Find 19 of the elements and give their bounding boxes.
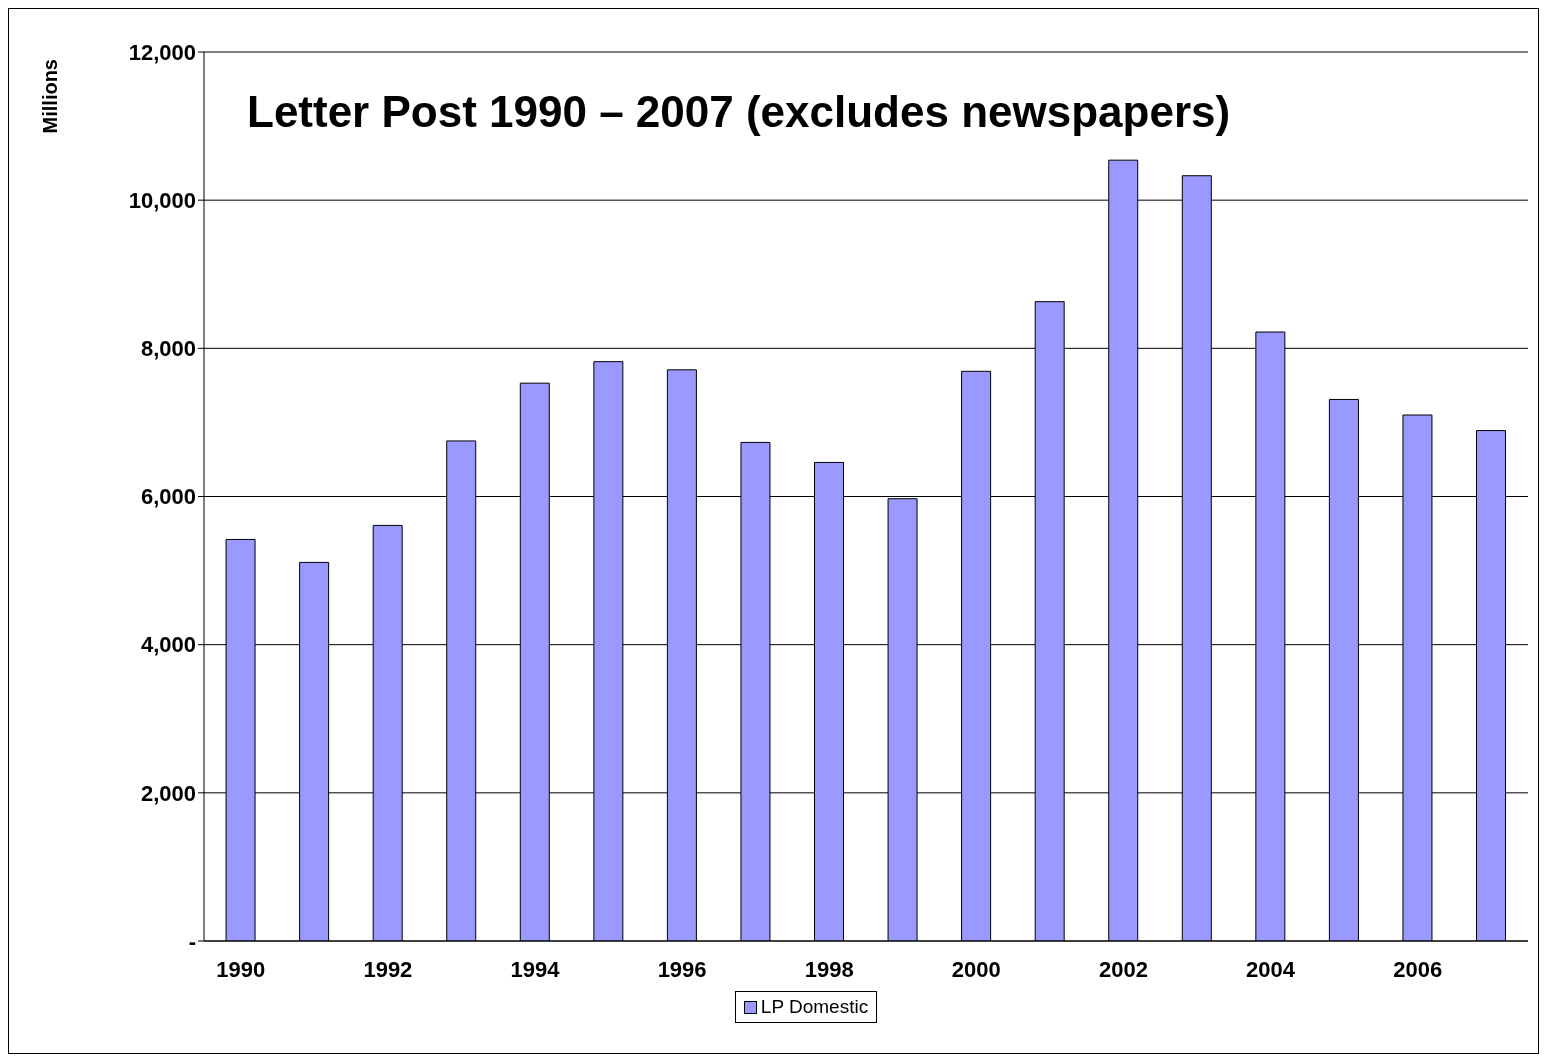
x-tick-label: 2002 <box>1098 956 1148 982</box>
y-tick-label: 12,000 <box>128 39 196 65</box>
x-tick-label: 1994 <box>510 956 561 982</box>
x-tick-label: 1998 <box>804 956 854 982</box>
x-tick-label: 1990 <box>216 956 266 982</box>
y-tick-label: - <box>188 928 196 954</box>
x-tick-label: 1996 <box>657 956 707 982</box>
x-tick-label: 2000 <box>951 956 1001 982</box>
x-tick-label: 2004 <box>1246 956 1296 982</box>
y-tick-label: 10,000 <box>128 187 196 213</box>
x-tick-label: 2006 <box>1393 956 1443 982</box>
y-tick-label: 2,000 <box>140 780 196 806</box>
legend-label: LP Domestic <box>759 996 869 1018</box>
y-axis-title: Millions <box>39 59 62 134</box>
x-tick-label: 1992 <box>363 956 413 982</box>
y-tick-label: 4,000 <box>140 632 196 658</box>
text: Letter Post 1990 – 2007 (excludes newspapers) <box>247 87 1231 137</box>
y-tick-label: 6,000 <box>140 484 196 510</box>
y-tick-label: 8,000 <box>140 336 196 362</box>
